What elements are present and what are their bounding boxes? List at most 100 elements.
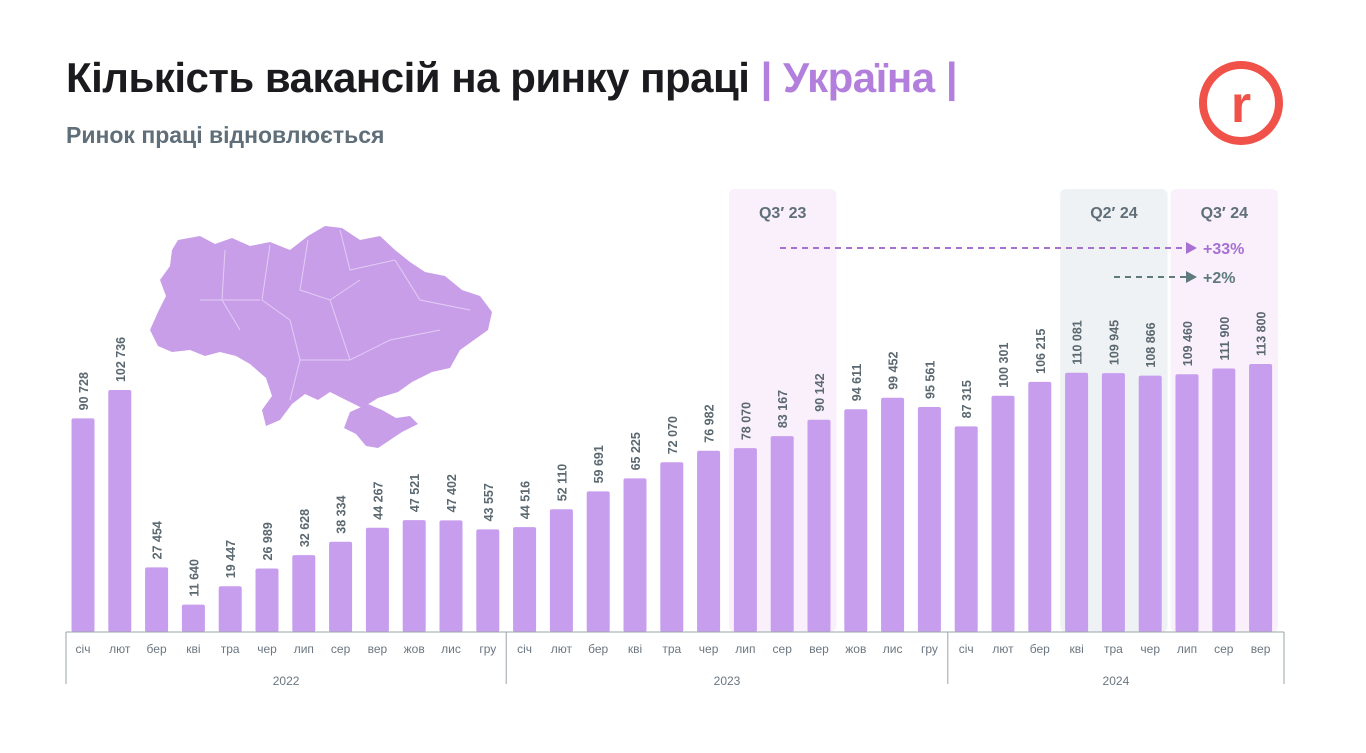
bar-2024-лют [991, 395, 1015, 632]
value-label: 47 521 [408, 474, 422, 512]
month-tick-label: сер [1214, 642, 1234, 656]
month-tick-label: гру [921, 642, 938, 656]
value-label: 76 982 [703, 404, 717, 442]
year-label: 2024 [1103, 674, 1130, 688]
value-label: 90 142 [813, 373, 827, 411]
value-label: 90 728 [77, 372, 91, 410]
month-tick-label: кві [1069, 642, 1083, 656]
quarter-label: Q2′ 24 [1090, 205, 1138, 222]
bar-2023-кві [623, 478, 647, 632]
value-label: 95 561 [923, 361, 937, 399]
month-tick-label: кві [186, 642, 200, 656]
month-tick-label: гру [479, 642, 496, 656]
value-label: 100 301 [997, 343, 1011, 388]
ukraine-map [150, 226, 492, 448]
bar-2024-бер [1028, 381, 1052, 632]
month-tick-label: жов [845, 642, 866, 656]
month-tick-label: січ [517, 642, 532, 656]
value-label: 32 628 [298, 509, 312, 547]
arrow-head-icon [1186, 242, 1197, 254]
bar-2023-жов [844, 409, 868, 632]
month-tick-label: чер [699, 642, 719, 656]
month-tick-label: чер [257, 642, 277, 656]
value-label: 59 691 [592, 445, 606, 483]
bar-2023-лис [881, 397, 905, 632]
month-tick-label: лип [1177, 642, 1197, 656]
value-label: 110 081 [1071, 320, 1085, 365]
value-label: 43 557 [482, 483, 496, 521]
value-label: 72 070 [666, 416, 680, 454]
logo-letter: r [1231, 76, 1251, 134]
value-label: 44 516 [519, 481, 533, 519]
bar-2023-тра [660, 462, 684, 632]
month-tick-label: січ [959, 642, 974, 656]
value-label: 65 225 [629, 432, 643, 470]
bar-2022-лют [108, 390, 132, 632]
month-tick-label: вер [1251, 642, 1271, 656]
bar-2022-січ [71, 418, 95, 632]
value-label: 38 334 [335, 495, 349, 533]
month-tick-label: тра [662, 642, 681, 656]
bar-2022-сер [329, 541, 353, 632]
bar-2023-вер [807, 419, 831, 632]
month-tick-label: бер [147, 642, 167, 656]
bar-2024-сер [1212, 368, 1236, 632]
brand-logo: r [1199, 61, 1283, 145]
bar-2022-гру [476, 529, 500, 632]
month-tick-label: чер [1140, 642, 1160, 656]
page-subtitle: Ринок праці відновлюється [66, 122, 385, 148]
bar-2022-тра [218, 586, 242, 632]
quarter-label: Q3′ 24 [1201, 205, 1249, 222]
month-tick-label: вер [368, 642, 388, 656]
value-label: 87 315 [960, 380, 974, 418]
month-tick-label: лют [551, 642, 573, 656]
bar-2022-лип [292, 555, 316, 632]
value-label: 27 454 [151, 521, 165, 559]
month-tick-label: вер [809, 642, 829, 656]
title-main: Кількість вакансій на ринку праці [66, 54, 750, 101]
value-label: 102 736 [114, 337, 128, 382]
value-label: 19 447 [224, 540, 238, 578]
quarter-label: Q3′ 23 [759, 205, 807, 222]
month-tick-label: лют [109, 642, 131, 656]
bar-2024-тра [1101, 373, 1125, 632]
month-tick-label: жов [404, 642, 425, 656]
value-label: 11 640 [187, 559, 201, 597]
bar-2023-сер [770, 436, 794, 632]
growth-annotation: +33% [1203, 241, 1244, 258]
bar-2024-чер [1138, 375, 1162, 632]
value-label: 109 460 [1181, 321, 1195, 366]
bar-2024-лип [1175, 374, 1199, 632]
bar-2024-січ [954, 426, 978, 632]
month-tick-label: лис [441, 642, 461, 656]
month-tick-label: тра [221, 642, 240, 656]
bar-2023-чер [697, 450, 721, 632]
value-label: 108 866 [1144, 322, 1158, 367]
bar-2023-лют [549, 509, 573, 632]
value-label: 83 167 [776, 390, 790, 428]
value-label: 52 110 [555, 464, 569, 502]
month-tick-label: лют [992, 642, 1014, 656]
month-tick-label: бер [588, 642, 608, 656]
month-tick-label: січ [76, 642, 91, 656]
value-label: 78 070 [739, 402, 753, 440]
bar-2022-вер [365, 527, 389, 632]
bar-2022-кві [181, 604, 205, 632]
month-tick-label: лип [294, 642, 314, 656]
value-label: 113 800 [1255, 311, 1269, 356]
value-label: 106 215 [1034, 329, 1048, 374]
bar-2024-вер [1249, 364, 1273, 632]
bar-2022-жов [402, 520, 426, 632]
month-tick-label: тра [1104, 642, 1123, 656]
year-label: 2023 [714, 674, 741, 688]
month-tick-label: лис [883, 642, 903, 656]
month-tick-label: бер [1030, 642, 1050, 656]
growth-annotation: +2% [1203, 270, 1235, 287]
value-label: 47 402 [445, 474, 459, 512]
value-label: 111 900 [1218, 317, 1232, 361]
page-title: Кількість вакансій на ринку праці | Укра… [66, 54, 958, 102]
bar-2023-січ [513, 527, 537, 632]
bar-2022-чер [255, 568, 279, 632]
value-label: 99 452 [887, 352, 901, 390]
